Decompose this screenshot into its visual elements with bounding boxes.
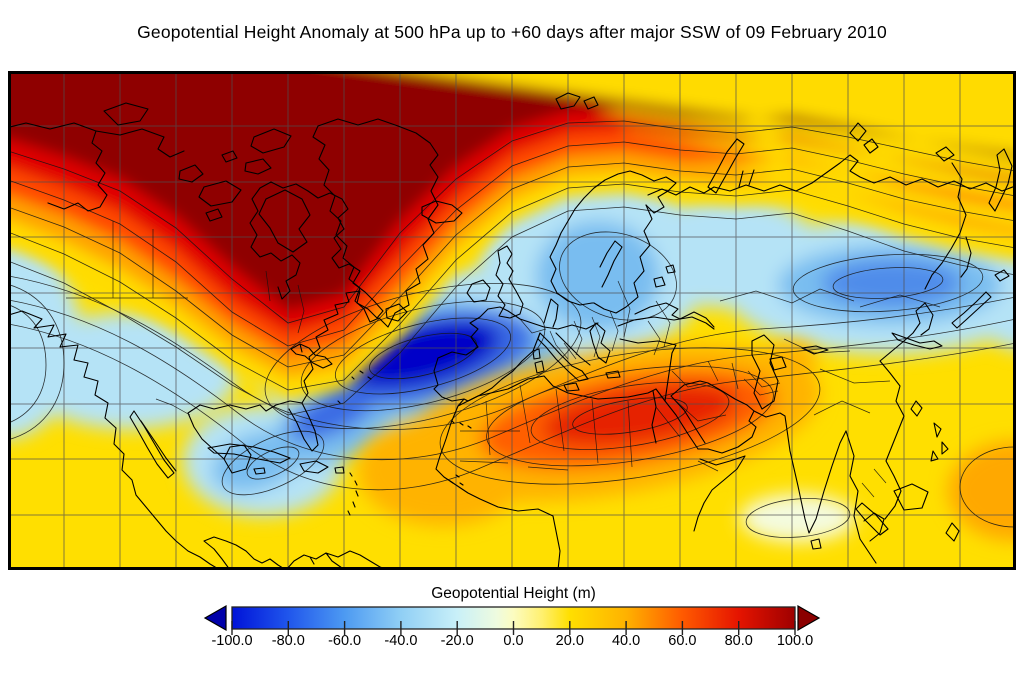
- map-panel: [8, 71, 1016, 570]
- colorbar-tick: -40.0: [384, 633, 418, 649]
- contour-lines: [8, 120, 1016, 538]
- colorbar: [203, 604, 821, 635]
- colorbar-tick: 60.0: [668, 633, 697, 649]
- map-frame: [8, 71, 1016, 570]
- colorbar-tick-labels: -100.0 -80.0 -60.0 -40.0 -20.0 0.0 20.0 …: [211, 633, 813, 651]
- colorbar-tick: -80.0: [271, 633, 305, 649]
- colorbar-tick: 40.0: [611, 633, 641, 649]
- colorbar-tick: -20.0: [440, 633, 474, 649]
- colorbar-label: Geopotential Height (m): [431, 585, 596, 602]
- figure-title: Geopotential Height Anomaly at 500 hPa u…: [137, 22, 887, 42]
- country-borders: [66, 221, 941, 498]
- colorbar-underflow-arrow-icon: [203, 604, 227, 632]
- colorbar-tick: 0.0: [503, 633, 524, 649]
- colorbar-tick: 100.0: [776, 633, 814, 649]
- anomaly-map-svg: [8, 71, 1016, 570]
- colorbar-tick: -100.0: [211, 633, 253, 649]
- colorbar-tick-marks: [231, 621, 796, 635]
- colorbar-tick: -60.0: [328, 633, 362, 649]
- coastlines: [8, 92, 1016, 570]
- colorbar-tick: 20.0: [555, 633, 584, 649]
- colorbar-tick: 80.0: [724, 633, 753, 649]
- colorbar-overflow-arrow-icon: [797, 604, 821, 632]
